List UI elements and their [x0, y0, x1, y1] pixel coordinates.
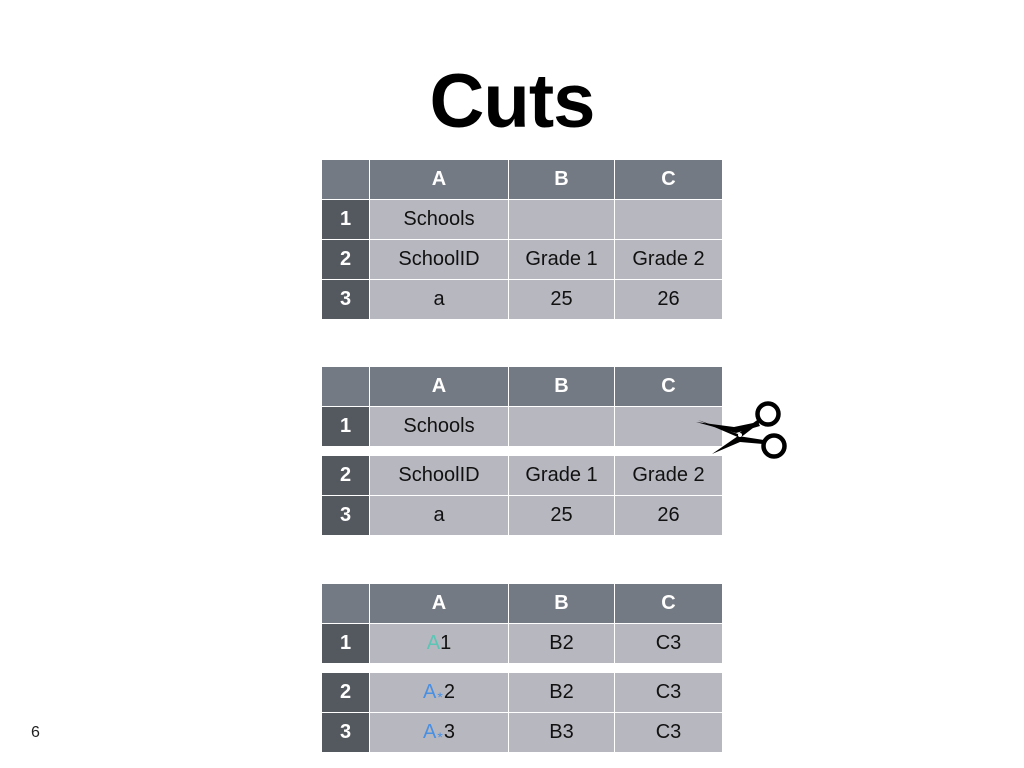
cell-b1: [509, 407, 615, 446]
spreadsheet-table-original: A B C 1 Schools 2 SchoolID Grade 1 Grade…: [322, 160, 722, 320]
column-header-a: A: [370, 367, 509, 406]
cell-b2: Grade 1: [509, 456, 615, 495]
table-row: 1 Schools: [322, 407, 722, 447]
cell-b2: Grade 1: [509, 240, 615, 279]
table-row: 3 a 25 26: [322, 496, 722, 536]
cell-a1: Schools: [370, 200, 509, 239]
wildcard-star: *: [437, 688, 443, 705]
column-header-c: C: [615, 584, 722, 623]
cell-c1: [615, 407, 722, 446]
cell-b1: B2: [509, 624, 615, 663]
cell-c1: C3: [615, 624, 722, 663]
cell-c1: [615, 200, 722, 239]
column-ref-letter: A: [426, 632, 441, 654]
cell-a3: a: [370, 496, 509, 535]
cell-c3: 26: [615, 280, 722, 319]
page-number: 6: [31, 724, 40, 741]
row-header: 2: [322, 456, 370, 495]
row-header: 1: [322, 624, 370, 663]
column-header-b: B: [509, 367, 615, 406]
column-header-b: B: [509, 584, 615, 623]
row-ref-number: 2: [443, 681, 455, 703]
column-ref-letter: A: [423, 681, 437, 703]
cell-c3: 26: [615, 496, 722, 535]
row-header: 3: [322, 713, 370, 752]
cell-b3: 25: [509, 496, 615, 535]
row-header: 2: [322, 673, 370, 712]
cell-a3: A * 3: [370, 713, 509, 752]
scissors-icon: [696, 401, 787, 459]
cell-a2: SchoolID: [370, 240, 509, 279]
spreadsheet-table-cut: A B C 1 Schools 2 SchoolID Grade 1 Grade…: [322, 367, 722, 536]
cell-b2: B2: [509, 673, 615, 712]
column-header-b: B: [509, 160, 615, 199]
cell-c2: Grade 2: [615, 240, 722, 279]
row-ref-number: 1: [440, 632, 452, 654]
cell-a2: A * 2: [370, 673, 509, 712]
corner-cell: [322, 584, 370, 623]
table-row: 2 A * 2 B2 C3: [322, 673, 722, 713]
column-header-row: A B C: [322, 160, 722, 200]
column-header-c: C: [615, 160, 722, 199]
column-ref-letter: A: [423, 721, 437, 743]
table-row: 3 a 25 26: [322, 280, 722, 320]
row-header: 3: [322, 280, 370, 319]
cell-b3: 25: [509, 280, 615, 319]
table-row: 2 SchoolID Grade 1 Grade 2: [322, 456, 722, 496]
cell-b3: B3: [509, 713, 615, 752]
cell-c2: C3: [615, 673, 722, 712]
corner-cell: [322, 160, 370, 199]
slide-title: Cuts: [429, 59, 596, 144]
cell-c2: Grade 2: [615, 456, 722, 495]
column-header-a: A: [370, 160, 509, 199]
row-header: 3: [322, 496, 370, 535]
row-header: 1: [322, 407, 370, 446]
column-header-row: A B C: [322, 367, 722, 407]
table-row: 3 A * 3 B3 C3: [322, 713, 722, 753]
cell-b1: [509, 200, 615, 239]
cell-a2: SchoolID: [370, 456, 509, 495]
column-header-c: C: [615, 367, 722, 406]
cut-gap: [322, 664, 722, 673]
corner-cell: [322, 367, 370, 406]
column-header-a: A: [370, 584, 509, 623]
cut-gap: [322, 447, 722, 456]
table-row: 2 SchoolID Grade 1 Grade 2: [322, 240, 722, 280]
wildcard-star: *: [437, 728, 443, 745]
row-ref-number: 3: [443, 721, 455, 743]
cell-c3: C3: [615, 713, 722, 752]
row-header: 2: [322, 240, 370, 279]
table-row: 1 Schools: [322, 200, 722, 240]
cell-a1: Schools: [370, 407, 509, 446]
column-header-row: A B C: [322, 584, 722, 624]
cell-a3: a: [370, 280, 509, 319]
row-header: 1: [322, 200, 370, 239]
